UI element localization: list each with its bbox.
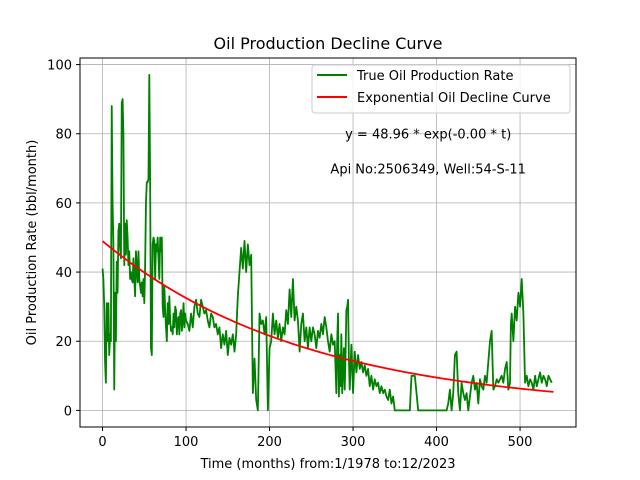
legend-box	[311, 64, 571, 114]
x-tick-label: 400	[424, 435, 449, 450]
equation-annotation: y = 48.96 * exp(-0.00 * t)	[345, 128, 511, 143]
y-tick-label: 80	[55, 128, 72, 143]
y-tick-label: 0	[64, 404, 72, 419]
x-tick-label: 100	[174, 435, 199, 450]
legend-label-exponential-curve: Exponential Oil Decline Curve	[357, 91, 551, 106]
legend-label-true-rate: True Oil Production Rate	[356, 69, 513, 84]
well-annotation: Api No:2506349, Well:54-S-11	[330, 162, 526, 177]
y-tick-label: 20	[55, 335, 72, 350]
x-tick-label: 500	[508, 435, 533, 450]
x-tick-label: 200	[257, 435, 282, 450]
y-axis-label: Oil Production Rate (bbl/month)	[25, 140, 40, 346]
y-tick-label: 40	[55, 266, 72, 281]
annotations: y = 48.96 * exp(-0.00 * t) Api No:250634…	[330, 128, 526, 178]
chart-title: Oil Production Decline Curve	[214, 34, 443, 53]
x-tick-label: 300	[341, 435, 366, 450]
y-tick-label: 100	[47, 59, 72, 74]
x-tick-label: 0	[98, 435, 106, 450]
series-exponential-decline-curve	[101, 240, 554, 393]
x-axis-label: Time (months) from:1/1978 to:12/2023	[199, 457, 455, 472]
plot-frame	[79, 57, 577, 428]
y-tick-label: 60	[55, 197, 72, 212]
series-layer	[101, 74, 554, 412]
legend: True Oil Production Rate Exponential Oil…	[311, 64, 571, 114]
series-true-oil-production-rate	[101, 74, 553, 412]
axis-ticks: 0 100 200 300 400 500 0 20 40 60 80 100	[47, 59, 532, 450]
